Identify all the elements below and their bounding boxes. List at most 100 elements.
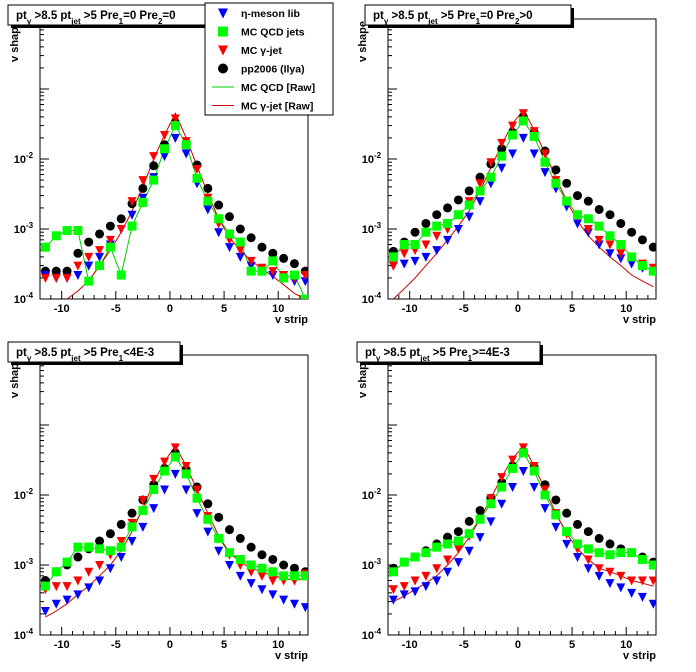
marker-pp2006 [203,499,213,509]
marker-qcd [443,218,453,228]
marker-eta [572,553,582,563]
y-axis-label: v shape [9,357,21,398]
marker-gjet [594,235,604,245]
marker-qcd [246,560,256,570]
marker-pp2006 [149,161,159,171]
y-tick-exponent: -2 [374,151,382,160]
y-tick-label: 10 [362,490,374,502]
marker-qcd [583,544,593,554]
x-axis-label: v strip [623,650,656,662]
marker-qcd [62,557,72,567]
marker-gjet [486,158,496,168]
marker-gjet [594,564,604,574]
marker-qcd [116,270,126,280]
marker-eta [464,212,474,222]
marker-qcd [594,548,604,558]
plot-area [40,443,308,618]
marker-pp2006 [257,550,267,560]
marker-eta [637,592,647,602]
marker-gjet [40,273,50,283]
x-tick-label: 10 [272,303,284,315]
marker-eta [40,607,50,617]
marker-pp2006 [443,203,453,213]
marker-eta [453,558,463,568]
marker-qcd [214,214,224,224]
marker-eta [421,252,431,262]
y-tick-label: 10 [362,560,374,572]
marker-qcd [84,542,94,552]
marker-eta [95,252,105,262]
marker-pp2006 [648,242,656,252]
marker-gjet [518,443,528,453]
marker-pp2006 [562,178,572,188]
y-tick-exponent: -4 [26,627,34,636]
marker-gjet [73,261,83,271]
legend-marker-gjet [218,45,228,56]
marker-gjet [583,225,593,234]
marker-qcd [540,490,550,500]
marker-pp2006 [562,508,572,518]
marker-gjet [62,582,72,592]
marker-eta [105,564,115,574]
marker-eta [224,243,234,253]
marker-gjet [192,164,202,174]
marker-gjet [518,109,528,119]
marker-eta [616,254,626,264]
y-tick-label: 10 [362,630,374,642]
marker-pp2006 [572,191,582,201]
marker-qcd [116,542,126,552]
marker-qcd [605,550,615,560]
marker-pp2006 [594,204,604,214]
x-axis-label: v strip [275,650,308,662]
marker-eta [95,576,105,586]
legend-label: MC QCD [Raw] [241,82,315,94]
marker-eta [235,571,245,581]
marker-qcd [627,548,637,558]
marker-eta [246,579,256,589]
x-tick-label: -5 [111,639,121,651]
marker-gjet [300,271,308,281]
marker-qcd [410,240,420,250]
y-tick-exponent: -3 [374,557,382,566]
marker-pp2006 [410,227,420,237]
marker-gjet [138,176,148,186]
marker-eta [475,533,485,543]
marker-gjet [235,246,245,256]
marker-gjet [51,273,61,283]
marker-gjet [116,537,126,547]
marker-eta [464,546,474,556]
marker-qcd [268,567,278,577]
marker-qcd [475,514,485,524]
marker-gjet [105,235,115,245]
marker-gjet [637,576,647,586]
x-axis-label: v strip [275,314,308,326]
marker-eta [203,205,213,215]
marker-eta [410,256,420,266]
marker-eta [443,235,453,245]
marker-pp2006 [464,516,474,526]
x-tick-label: 0 [167,303,173,315]
marker-pp2006 [257,242,267,252]
marker-eta [192,509,202,519]
marker-pp2006 [464,186,474,196]
marker-gjet [95,561,105,570]
marker-eta [235,252,245,262]
marker-gjet [51,582,61,592]
y-tick-exponent: -2 [26,487,34,496]
marker-gjet [388,261,398,271]
marker-qcd [583,214,593,224]
panel-title: ptγ >8.5 ptjet >5 Pre1<4E-3 [16,347,154,363]
marker-qcd [84,276,94,286]
marker-qcd [181,140,191,150]
marker-pp2006 [432,210,442,220]
marker-eta [572,219,582,229]
marker-qcd [203,196,213,206]
x-tick-label: 0 [515,303,521,315]
marker-qcd [73,542,83,552]
x-tick-label: -10 [402,303,418,315]
marker-qcd [540,157,550,167]
marker-gjet [192,485,202,495]
marker-qcd [279,273,289,283]
marker-qcd [170,121,180,131]
